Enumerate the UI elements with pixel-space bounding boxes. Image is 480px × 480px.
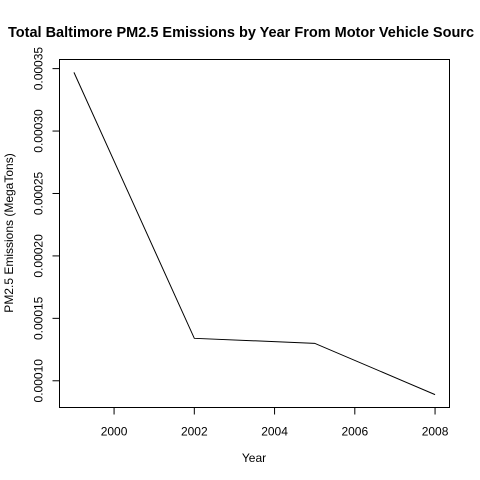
y-tick-label: 0.00010 [32, 359, 46, 403]
y-tick-label: 0.00025 [32, 171, 46, 215]
x-tick-label: 2008 [422, 425, 449, 439]
x-tick-label: 2002 [181, 425, 208, 439]
series-line [73, 72, 436, 396]
y-tick-label: 0.00035 [32, 47, 46, 91]
x-axis-label: Year [242, 451, 266, 465]
y-axis-label: PM2.5 Emissions (MegaTons) [2, 153, 16, 312]
x-tick-label: 2000 [101, 425, 128, 439]
plot-frame [59, 59, 450, 408]
y-tick-label: 0.00030 [32, 109, 46, 153]
x-axis: 2000 2002 2004 2006 2008 [101, 407, 449, 439]
y-axis: 0.00010 0.00015 0.00020 0.00025 0.00030 0.000… [32, 47, 60, 403]
x-tick-label: 2004 [261, 425, 288, 439]
y-tick-label: 0.00020 [32, 234, 46, 278]
chart-title: Total Baltimore PM2.5 Emissions by Year … [8, 25, 474, 41]
y-tick-label: 0.00015 [32, 296, 46, 340]
x-tick-label: 2006 [341, 425, 368, 439]
